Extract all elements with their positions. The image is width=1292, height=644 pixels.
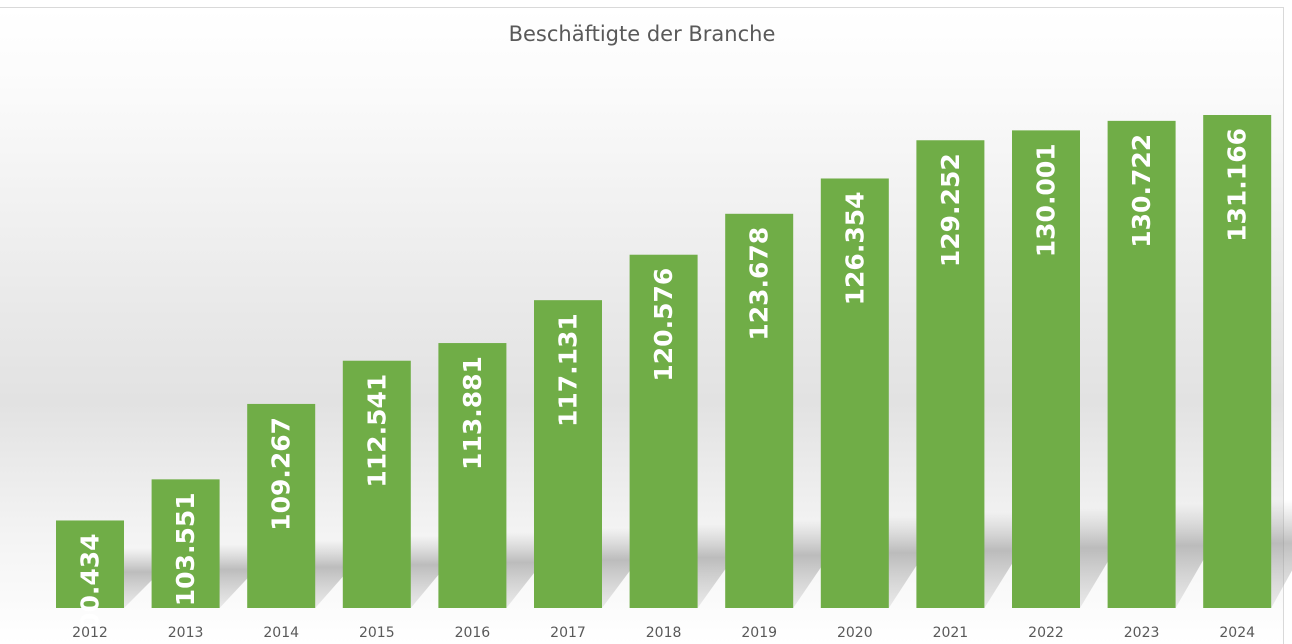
data-label-2016: 113.881 bbox=[458, 356, 487, 470]
bar-2013 bbox=[151, 479, 220, 608]
x-tick-2019: 2019 bbox=[741, 625, 777, 641]
x-tick-2013: 2013 bbox=[168, 625, 204, 641]
x-tick-2018: 2018 bbox=[646, 625, 682, 641]
data-label-2019: 123.678 bbox=[745, 227, 774, 341]
data-label-2023: 130.722 bbox=[1127, 134, 1156, 248]
bar-2014 bbox=[247, 403, 316, 608]
data-label-2017: 117.131 bbox=[554, 313, 583, 427]
bar-2018 bbox=[629, 254, 698, 608]
bar-2012 bbox=[56, 520, 124, 608]
bar-2015 bbox=[342, 360, 411, 608]
data-label-2015: 112.541 bbox=[362, 374, 391, 488]
data-label-2014: 109.267 bbox=[267, 417, 296, 531]
bar-2021 bbox=[916, 140, 985, 608]
bar-2016 bbox=[438, 343, 507, 608]
data-label-2021: 129.252 bbox=[936, 153, 965, 267]
data-label-2022: 130.001 bbox=[1032, 143, 1061, 257]
x-tick-2012: 2012 bbox=[72, 625, 108, 641]
x-tick-2024: 2024 bbox=[1219, 625, 1255, 641]
bar-2022 bbox=[1012, 130, 1080, 608]
bar-2023 bbox=[1107, 120, 1176, 608]
chart-title: Beschäftigte der Branche bbox=[508, 22, 776, 46]
x-tick-2014: 2014 bbox=[263, 625, 299, 641]
x-tick-2016: 2016 bbox=[455, 625, 491, 641]
x-tick-2022: 2022 bbox=[1028, 625, 1064, 641]
x-tick-2015: 2015 bbox=[359, 625, 395, 641]
bar-2020 bbox=[820, 178, 889, 608]
x-tick-2023: 2023 bbox=[1124, 625, 1160, 641]
bar-2024 bbox=[1203, 115, 1272, 608]
x-tick-2017: 2017 bbox=[550, 625, 586, 641]
bar-2019 bbox=[725, 213, 794, 608]
data-label-2018: 120.576 bbox=[649, 268, 678, 382]
data-label-2013: 103.551 bbox=[171, 492, 200, 606]
x-tick-2021: 2021 bbox=[933, 625, 969, 641]
x-tick-2020: 2020 bbox=[837, 625, 873, 641]
data-label-2012: 100.434 bbox=[76, 533, 105, 644]
data-label-2024: 131.166 bbox=[1223, 128, 1252, 242]
data-label-2020: 126.354 bbox=[840, 191, 869, 305]
bar-2017 bbox=[534, 300, 602, 608]
